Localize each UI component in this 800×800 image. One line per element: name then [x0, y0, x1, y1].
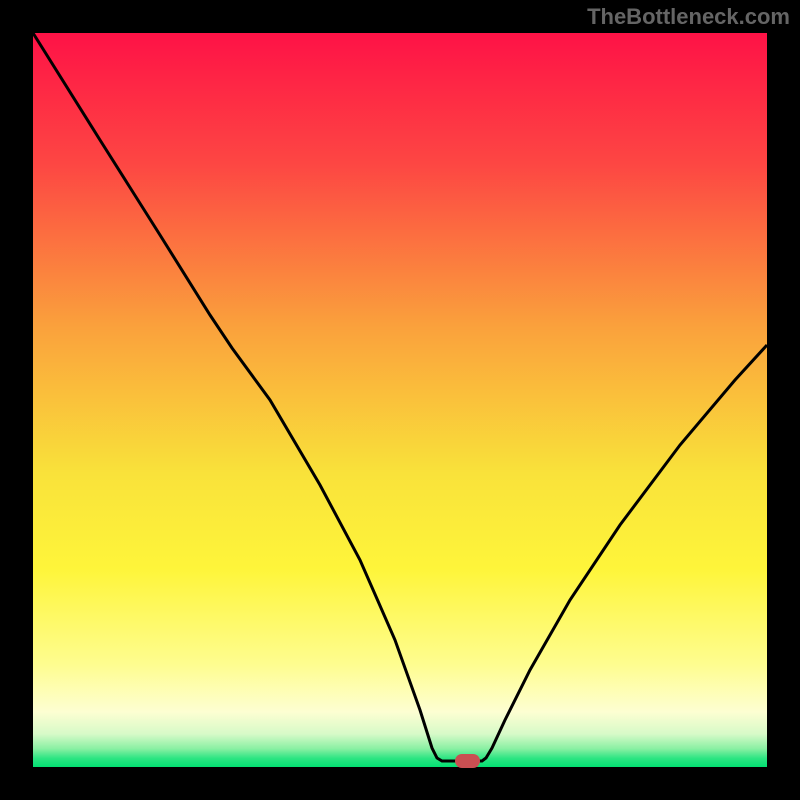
chart-svg — [0, 0, 800, 800]
chart-container: TheBottleneck.com — [0, 0, 800, 800]
watermark-text: TheBottleneck.com — [587, 4, 790, 30]
optimal-marker — [455, 754, 480, 768]
